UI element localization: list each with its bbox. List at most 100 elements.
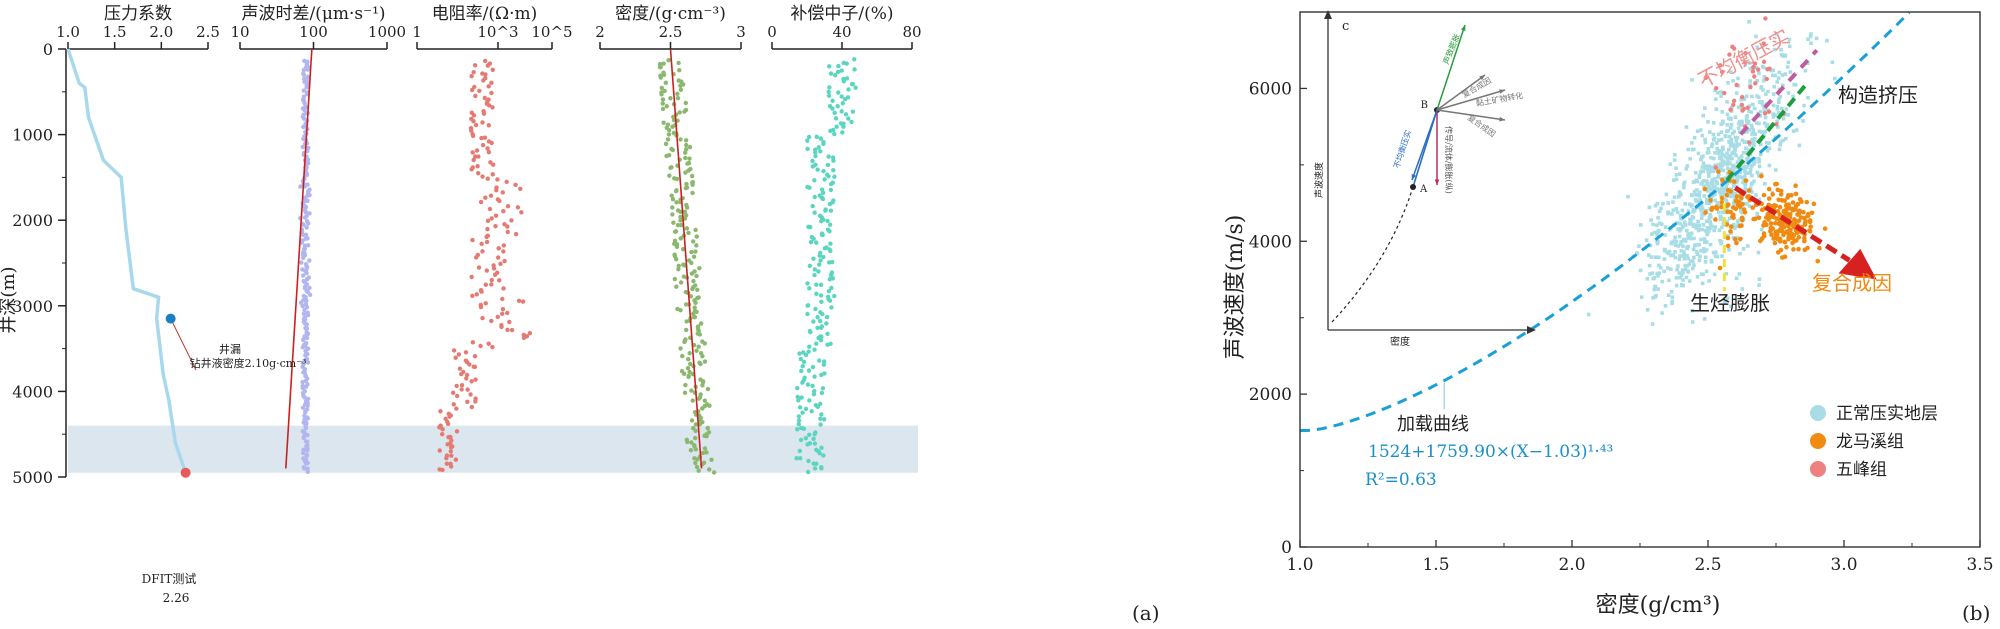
normal-compaction-point (1778, 142, 1783, 147)
density-point (682, 339, 687, 345)
density-point (695, 457, 700, 462)
normal-compaction-point (1725, 112, 1730, 117)
resistivity-point (454, 383, 459, 389)
neutron-point (821, 254, 826, 260)
normal-compaction-point (1758, 109, 1763, 114)
neutron-point (820, 311, 825, 317)
neutron-point (794, 456, 799, 461)
longmaxi-point (1764, 222, 1769, 228)
neutron-point (826, 89, 831, 95)
density-point (693, 249, 698, 254)
neutron-point (818, 401, 823, 407)
longmaxi-point (1777, 204, 1783, 210)
normal-compaction-point (1656, 239, 1660, 244)
neutron-point (819, 372, 824, 378)
longmaxi-point (1795, 201, 1801, 207)
normal-compaction-point (1687, 262, 1692, 267)
resistivity-point (477, 88, 482, 93)
wufeng-point (1752, 74, 1757, 79)
longmaxi-point (1796, 210, 1802, 216)
neutron-point (821, 141, 826, 147)
resistivity-point (497, 198, 502, 204)
density-point (686, 230, 691, 236)
density-point (691, 278, 696, 284)
sonic-point (300, 345, 305, 350)
normal-compaction-point (1702, 247, 1706, 251)
wufeng-point (1728, 107, 1733, 112)
normal-compaction-point (1732, 222, 1736, 227)
normal-compaction-point (1700, 281, 1705, 286)
resistivity-point (473, 122, 479, 128)
normal-compaction-point (1708, 220, 1713, 224)
normal-compaction-point (1728, 167, 1733, 172)
y-tick-label: 2000 (1249, 385, 1292, 405)
normal-compaction-point (1788, 70, 1793, 74)
density-point (672, 276, 678, 282)
resistivity-point (459, 383, 465, 388)
neutron-point (812, 272, 817, 278)
resistivity-point (505, 327, 510, 333)
resistivity-point (483, 301, 488, 306)
track-tick-label: 100 (299, 23, 328, 41)
wufeng-point (1739, 94, 1745, 100)
wufeng-point (1763, 16, 1768, 21)
neutron-point (821, 168, 826, 174)
neutron-point (840, 130, 845, 135)
normal-compaction-point (1655, 233, 1659, 237)
neutron-point (818, 293, 824, 298)
neutron-point (806, 134, 812, 140)
longmaxi-point (1752, 216, 1758, 222)
normal-compaction-point (1716, 175, 1720, 179)
neutron-point (828, 128, 833, 134)
normal-compaction-point (1714, 107, 1719, 111)
neutron-point (826, 288, 832, 294)
normal-compaction-point (1684, 125, 1689, 129)
normal-compaction-point (1719, 165, 1723, 170)
normal-compaction-point (1657, 209, 1662, 214)
longmaxi-point (1773, 203, 1779, 209)
normal-compaction-point (1680, 268, 1685, 272)
longmaxi-point (1764, 215, 1769, 220)
sonic-point (301, 88, 306, 93)
normal-compaction-point (1681, 278, 1685, 282)
depth-axis-label: 井深(m) (0, 266, 19, 333)
longmaxi-point (1741, 207, 1747, 212)
inset-arrow (1411, 109, 1438, 181)
sonic-point (304, 225, 309, 230)
normal-compaction-point (1830, 60, 1835, 65)
neutron-point (813, 306, 818, 312)
sonic-point (305, 236, 310, 241)
longmaxi-point (1802, 222, 1808, 227)
normal-compaction-point (1663, 249, 1667, 253)
normal-compaction-point (1747, 20, 1751, 24)
normal-compaction-point (1733, 226, 1737, 231)
neutron-point (805, 442, 810, 447)
normal-compaction-point (1751, 102, 1755, 107)
normal-compaction-point (1775, 119, 1779, 124)
normal-compaction-point (1656, 255, 1661, 260)
resistivity-point (465, 387, 470, 392)
normal-compaction-point (1752, 143, 1756, 148)
longmaxi-point (1717, 265, 1723, 271)
inset-label: c (1342, 19, 1349, 34)
longmaxi-point (1745, 194, 1750, 200)
neutron-point (812, 466, 818, 471)
resistivity-point (440, 467, 445, 473)
neutron-point (812, 374, 817, 379)
normal-compaction-point (1774, 32, 1779, 36)
density-point (700, 406, 705, 411)
density-point (690, 182, 695, 187)
neutron-point (796, 414, 802, 419)
normal-compaction-point (1711, 169, 1716, 174)
normal-compaction-point (1702, 249, 1707, 254)
longmaxi-point (1713, 217, 1718, 222)
resistivity-point (505, 224, 510, 229)
resistivity-point (507, 319, 512, 325)
density-point (694, 309, 699, 315)
density-point (661, 61, 666, 66)
longmaxi-point (1716, 169, 1721, 174)
normal-compaction-point (1721, 147, 1725, 152)
normal-compaction-point (1725, 100, 1729, 104)
normal-compaction-point (1692, 243, 1697, 248)
resistivity-point (505, 310, 510, 316)
